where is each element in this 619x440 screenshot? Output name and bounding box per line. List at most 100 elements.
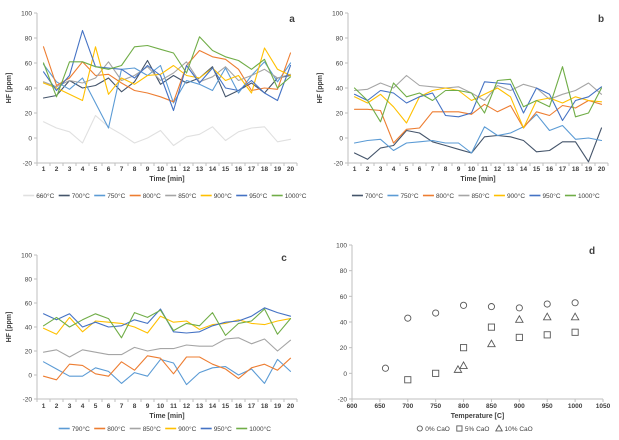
legend-label: 700°C <box>365 192 383 200</box>
legend-item-800-c: 800°C <box>422 192 454 200</box>
x-tick-label: 20 <box>287 166 295 173</box>
series-800-c-line <box>42 355 292 381</box>
x-tick-label: 2 <box>55 166 59 173</box>
x-tick-label: 4 <box>81 403 85 410</box>
point-5-cao <box>404 376 412 384</box>
x-tick-label: 4 <box>392 166 396 173</box>
x-tick-label: 11 <box>170 403 177 410</box>
x-tick-label: 6 <box>107 166 111 173</box>
y-tick-label: -20 <box>23 397 33 404</box>
x-tick-label: 10 <box>157 403 165 410</box>
legend-item-900-c: 900°C <box>165 425 197 433</box>
legend-label: 10% CaO <box>505 426 533 433</box>
x-tick-label: 2 <box>55 403 59 410</box>
x-tick-label: 14 <box>209 403 217 410</box>
y-tick-label: 0 <box>343 371 347 378</box>
x-tick-label: 3 <box>379 166 383 173</box>
x-tick-label: 5 <box>94 403 98 410</box>
y-tick-label: 60 <box>25 61 33 68</box>
x-tick-label: 19 <box>585 166 593 173</box>
x-tick-label: 9 <box>146 166 150 173</box>
legend-marker-triangle <box>495 424 503 432</box>
y-tick-label: -20 <box>23 161 33 168</box>
x-tick-label: 7 <box>431 166 435 173</box>
y-tick-label: -20 <box>338 397 348 404</box>
panel-letter-a: a <box>289 14 295 25</box>
x-tick-label: 15 <box>222 403 230 410</box>
panel-a-line-chart: -20 0 20 40 60 80 100 HF [ppm] 1 2 3 4 5 6 7 8 9 10 11 12 13… <box>0 0 310 218</box>
point-10-cao <box>542 312 552 321</box>
y-tick-label: 80 <box>340 268 348 275</box>
x-tick-label: 650 <box>374 403 385 410</box>
x-tick-label: 9 <box>457 166 461 173</box>
legend-marker-square <box>456 425 463 432</box>
series-950-c-line <box>353 81 603 122</box>
x-tick-label: 8 <box>133 403 137 410</box>
x-tick-label: 18 <box>261 166 269 173</box>
legend-item-1000-c: 1000°C <box>271 192 307 200</box>
panel-letter-b: b <box>598 14 604 25</box>
point-0-cao <box>543 300 551 308</box>
x-tick-label: 19 <box>274 403 282 410</box>
panel-letter-d: d <box>589 246 595 257</box>
legend-item-950-c: 950°C <box>236 192 268 200</box>
legend-item-850-c: 850°C <box>458 192 490 200</box>
x-axis-title: Time [min] <box>460 176 495 183</box>
x-tick-label: 12 <box>183 403 191 410</box>
x-tick-label: 950 <box>542 403 553 410</box>
y-tick-label: 80 <box>336 36 344 43</box>
x-tick-label: 16 <box>235 403 243 410</box>
series-750-c-line <box>42 61 292 129</box>
x-tick-label: 17 <box>248 166 256 173</box>
point-0-cao <box>571 299 579 307</box>
y-tick-label: 100 <box>21 253 32 260</box>
y-tick-label: 100 <box>332 11 343 18</box>
x-tick-label: 16 <box>546 166 554 173</box>
x-tick-label: 15 <box>222 166 230 173</box>
series-1000-c-line <box>42 36 292 98</box>
x-tick-label: 8 <box>133 166 137 173</box>
x-tick-label: 11 <box>170 166 177 173</box>
x-tick-label: 10 <box>157 166 165 173</box>
panel-c-line-chart: -20 0 20 40 60 80 100 HF [ppm] 1 2 3 4 5 6 7 8 9 10 11 12 13… <box>0 228 310 435</box>
x-tick-label: 17 <box>248 403 256 410</box>
legend-item-700-c: 700°C <box>58 192 90 200</box>
x-tick-label: 6 <box>107 403 111 410</box>
y-tick-label: 20 <box>340 345 348 352</box>
series-900-c-line <box>42 46 292 102</box>
y-tick-label: 0 <box>28 136 32 143</box>
x-tick-label: 800 <box>458 403 469 410</box>
point-0-cao <box>381 364 390 372</box>
y-tick-label: 80 <box>25 36 33 43</box>
y-tick-label: 0 <box>339 136 343 143</box>
point-5-cao <box>515 333 523 341</box>
x-tick-label: 18 <box>261 403 269 410</box>
legend-label: 850°C <box>143 425 161 433</box>
y-axis-title: HF [ppm] <box>317 73 324 104</box>
y-tick-label: 100 <box>336 243 347 250</box>
legend-item-10-cao: 10% CaO <box>495 424 533 433</box>
legend-item-660-c: 660°C <box>23 192 55 200</box>
x-tick-label: 15 <box>533 166 541 173</box>
legend-item-950-c: 950°C <box>529 192 561 200</box>
panel-b-line-chart: -20 0 20 40 60 80 100 HF [ppm] 1 2 3 4 5 6 7 8 9 10 11 12 13… <box>309 0 619 218</box>
x-tick-label: 3 <box>68 403 72 410</box>
x-tick-label: 5 <box>94 166 98 173</box>
point-0-cao <box>515 304 523 312</box>
legend-item-900-c: 900°C <box>493 192 525 200</box>
series-1000-c-line <box>353 66 603 123</box>
legend-item-850-c: 850°C <box>129 425 161 433</box>
point-0-cao <box>487 303 495 311</box>
x-tick-label: 8 <box>444 166 448 173</box>
legend-label: 900°C <box>178 425 196 433</box>
x-tick-label: 12 <box>494 166 502 173</box>
legend-label: 900°C <box>507 192 525 200</box>
x-tick-label: 11 <box>481 166 488 173</box>
x-tick-label: 9 <box>146 403 150 410</box>
point-10-cao <box>453 364 463 373</box>
series-950-c-line <box>42 29 292 112</box>
legend-item-950-c: 950°C <box>200 425 232 433</box>
